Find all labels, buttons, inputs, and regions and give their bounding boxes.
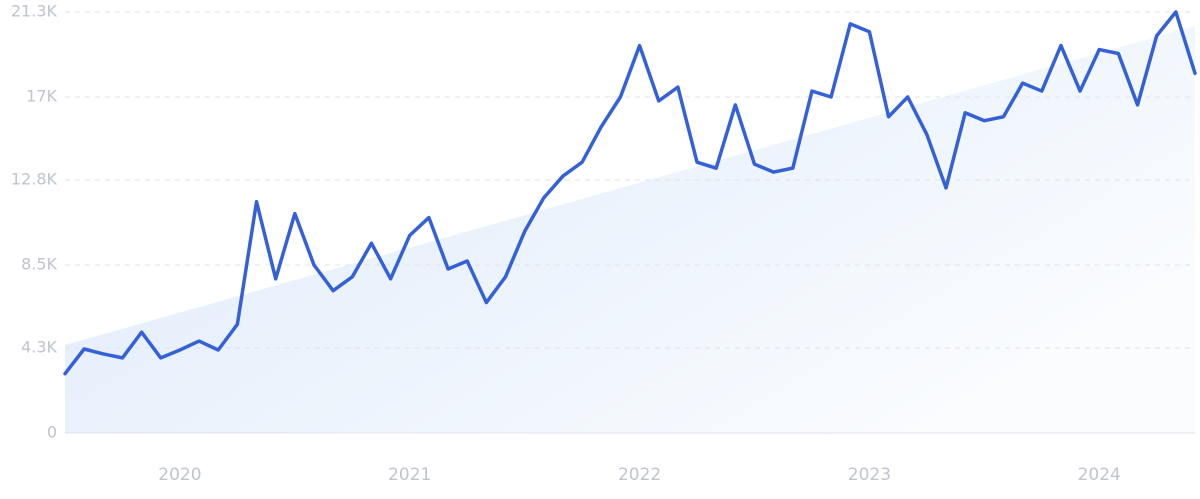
y-tick-label: 17K	[26, 86, 57, 105]
y-tick-label: 0	[47, 423, 57, 442]
trend-area	[65, 25, 1195, 433]
x-tick-label: 2022	[618, 465, 661, 485]
x-tick-label: 2020	[158, 465, 201, 485]
y-tick-label: 4.3K	[21, 338, 57, 357]
y-tick-label: 12.8K	[11, 170, 58, 189]
x-tick-label: 2024	[1078, 465, 1121, 485]
x-tick-label: 2023	[848, 465, 891, 485]
y-tick-label: 21.3K	[11, 2, 58, 21]
data-line	[63, 10, 1197, 376]
x-tick-label: 2021	[388, 465, 431, 485]
y-tick-label: 8.5K	[21, 254, 57, 273]
